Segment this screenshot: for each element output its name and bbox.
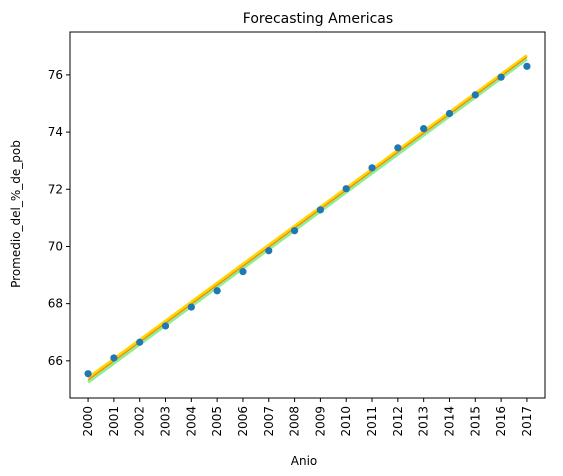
- x-tick-label: 2006: [236, 406, 250, 437]
- data-point: [187, 303, 195, 311]
- data-point: [265, 247, 273, 255]
- fit-line: [87, 57, 528, 384]
- y-tick-label: 76: [48, 68, 63, 82]
- x-tick-label: 2005: [210, 406, 224, 437]
- fit-lines: [87, 54, 528, 384]
- data-point: [239, 268, 247, 276]
- y-tick-label: 68: [48, 297, 63, 311]
- data-point: [213, 287, 221, 295]
- y-tick-label: 66: [48, 354, 63, 368]
- x-tick-label: 2000: [81, 406, 95, 437]
- data-point: [523, 62, 531, 70]
- x-tick-label: 2007: [262, 406, 276, 437]
- x-tick-label: 2003: [159, 406, 173, 437]
- data-point: [161, 322, 170, 330]
- fit-line: [87, 56, 528, 381]
- data-point: [136, 338, 144, 346]
- data-point: [290, 227, 299, 235]
- y-tick-label: 70: [48, 239, 63, 253]
- x-tick-label: 2002: [133, 406, 147, 437]
- data-point: [368, 164, 376, 172]
- x-tick-label: 2015: [468, 406, 482, 437]
- x-tick-label: 2014: [442, 406, 456, 437]
- y-axis-title: Promedio_del_%_de_pob: [9, 140, 23, 288]
- x-tick-label: 2013: [417, 406, 431, 437]
- x-tick-label: 2009: [313, 406, 327, 437]
- data-point: [342, 185, 350, 193]
- data-point: [110, 354, 118, 362]
- x-tick-label: 2001: [107, 406, 121, 437]
- y-axis-ticks: 66 68 70 72 74 76: [48, 68, 70, 368]
- y-tick-label: 72: [48, 182, 63, 196]
- x-tick-label: 2010: [339, 406, 353, 437]
- x-tick-label: 2017: [520, 406, 534, 437]
- axes-frame: [69, 31, 546, 399]
- data-points: [84, 62, 531, 378]
- data-point: [445, 109, 454, 118]
- data-point: [316, 206, 325, 214]
- y-tick-label: 74: [48, 125, 63, 139]
- x-tick-label: 2008: [288, 406, 302, 437]
- x-tick-label: 2004: [184, 406, 198, 437]
- fit-line: [87, 54, 528, 380]
- data-point: [497, 73, 505, 81]
- x-tick-label: 2016: [494, 406, 508, 437]
- data-point: [420, 125, 428, 133]
- data-point: [84, 370, 92, 378]
- x-tick-label: 2012: [391, 406, 405, 437]
- chart-title: Forecasting Americas: [243, 11, 393, 27]
- data-point: [471, 91, 479, 99]
- x-axis-title: Anio: [291, 454, 318, 468]
- x-tick-label: 2011: [365, 406, 379, 437]
- x-axis-ticks: 2000 2001 2002 2003 2004 2005 2006 2007 2008 2009…: [81, 398, 534, 437]
- data-point: [394, 144, 402, 152]
